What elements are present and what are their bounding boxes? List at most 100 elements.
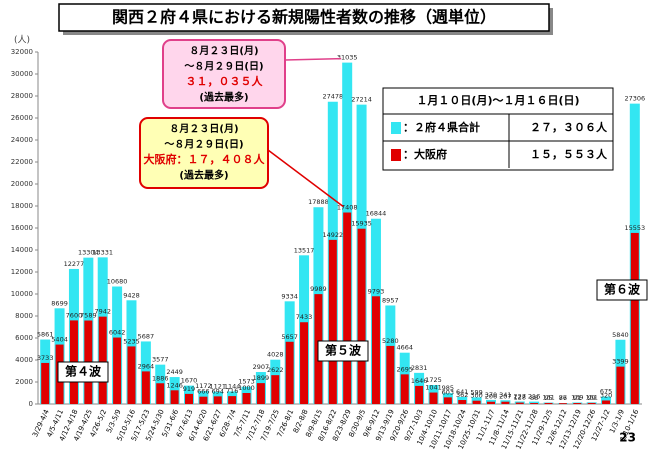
y-tick-label: 8000	[15, 312, 33, 320]
bar	[141, 371, 150, 404]
data-label: 641	[456, 388, 468, 396]
data-label: 4664	[396, 344, 413, 352]
data-label: 3399	[612, 358, 629, 366]
bar	[386, 345, 395, 404]
data-label: 5657	[281, 333, 298, 341]
bar	[544, 402, 553, 404]
data-label: 17888	[308, 198, 329, 206]
bar	[616, 366, 625, 404]
data-label: 1000	[238, 384, 255, 392]
bar	[185, 393, 193, 404]
data-label: 27478	[322, 93, 343, 101]
data-label: 2695	[396, 365, 413, 373]
wave-label: 第５波	[325, 343, 362, 358]
data-label: 599	[470, 388, 482, 396]
wave-box	[317, 340, 369, 362]
data-label: 3733	[37, 354, 54, 362]
data-label: 99	[588, 394, 596, 402]
data-label: 91	[573, 394, 581, 402]
data-label: 13331	[92, 248, 113, 256]
bar	[256, 383, 265, 404]
callout-text: ３１，０３５人	[186, 74, 264, 88]
data-label: 9428	[123, 291, 140, 299]
data-label: 300	[470, 392, 482, 400]
data-label: 341	[499, 391, 511, 399]
bar	[601, 396, 612, 404]
bar	[529, 401, 540, 404]
data-label: 320	[600, 391, 612, 399]
data-label: 1646	[411, 377, 428, 385]
data-label: 8957	[382, 296, 399, 304]
data-label: 27214	[351, 96, 372, 104]
bar	[501, 401, 510, 404]
title-box	[58, 3, 550, 32]
callout-box	[139, 117, 269, 189]
chart-title: 関西２府４県における新規陽性者数の推移（週単位）	[112, 8, 496, 27]
data-label: 1144	[224, 382, 241, 390]
data-label: 227	[514, 393, 526, 401]
y-tick-label: 12000	[11, 268, 33, 276]
data-label: 666	[197, 388, 209, 396]
data-label: 14922	[322, 231, 343, 239]
bar	[573, 402, 582, 404]
legend-title: １月１０日(月)～１月１６日(日)	[416, 94, 579, 107]
bar	[41, 362, 50, 404]
data-label: 1725	[425, 376, 442, 384]
wave-box	[596, 279, 648, 301]
data-label: 5404	[51, 336, 68, 344]
bar	[170, 390, 179, 404]
bar	[515, 402, 524, 404]
bar	[371, 296, 380, 404]
callout-arrow	[284, 57, 342, 61]
callout-text: ８月２３日(月)	[189, 45, 258, 57]
data-label: 17408	[337, 204, 358, 212]
bar	[127, 346, 136, 404]
data-label: 1670	[181, 377, 198, 385]
data-label: 131	[542, 394, 554, 402]
data-label: 1886	[152, 374, 169, 382]
data-label: 31035	[337, 54, 358, 62]
bar	[443, 397, 452, 404]
wave-box	[57, 361, 109, 383]
y-tick-label: 18000	[11, 202, 33, 210]
y-unit: (人)	[14, 35, 30, 46]
callout-text: (過去最多)	[179, 169, 228, 182]
legend-table	[382, 87, 614, 171]
callout-text: 大阪府：１７，４０８人	[144, 152, 266, 166]
legend-swatch	[391, 122, 401, 134]
data-label: 16844	[366, 210, 387, 218]
y-tick-label: 20000	[11, 180, 33, 188]
bar	[530, 403, 539, 404]
data-label: 2831	[411, 364, 428, 372]
data-label: 9334	[281, 292, 298, 300]
data-label: 362	[456, 391, 468, 399]
bar	[228, 396, 237, 404]
data-label: 1573	[238, 378, 255, 386]
data-label: 77	[559, 394, 567, 402]
bar	[300, 322, 309, 404]
data-label: 27306	[624, 95, 645, 103]
data-label: 95	[544, 394, 552, 402]
callout-box	[162, 39, 286, 109]
bar	[271, 375, 280, 404]
bar	[429, 392, 438, 404]
page-number: 23	[619, 431, 636, 445]
bar	[113, 337, 122, 404]
bar	[242, 393, 251, 404]
data-label: 7433	[296, 313, 313, 321]
y-tick-label: 32000	[11, 48, 33, 56]
y-tick-label: 24000	[11, 136, 33, 144]
bar	[458, 400, 467, 404]
bar	[400, 374, 409, 404]
data-label: 7942	[94, 308, 111, 316]
data-label: 9793	[368, 287, 385, 295]
callout-text: ８月２３日(月)	[169, 123, 238, 135]
bar	[630, 232, 639, 404]
wave-label: 第６波	[604, 282, 641, 297]
data-label: 370	[485, 391, 497, 399]
legend-value: １５，５５３人	[530, 147, 608, 161]
data-label: 5840	[612, 331, 629, 339]
data-label: 128	[514, 394, 526, 402]
data-label: 12277	[64, 260, 85, 268]
